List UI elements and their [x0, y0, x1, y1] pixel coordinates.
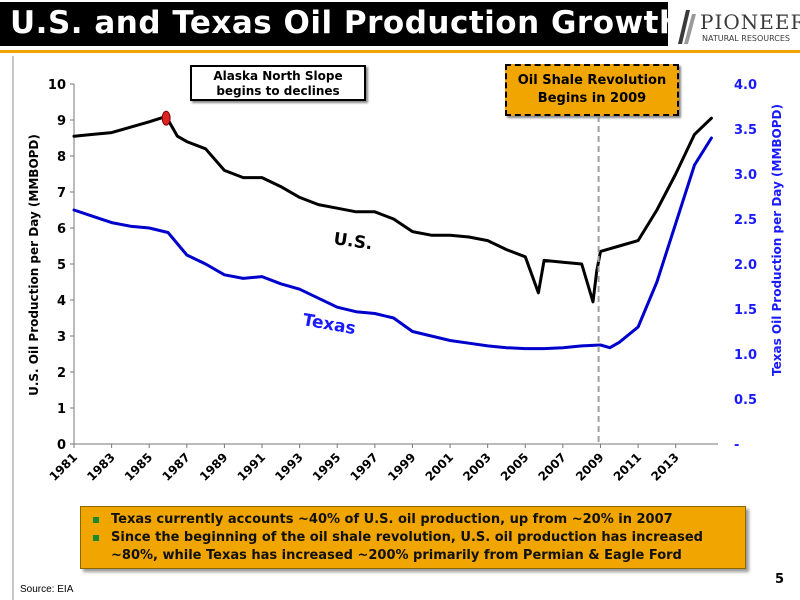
plot-frame — [73, 84, 718, 445]
x-tick-label: 1983 — [84, 450, 118, 484]
x-tick-label: 1993 — [272, 450, 306, 484]
texas-series-line — [72, 136, 713, 351]
alaska-note: Alaska North Slope begins to declines — [190, 65, 366, 101]
y-tick-label: 2 — [57, 366, 66, 381]
x-tick-label: 1989 — [197, 450, 231, 484]
takeaway-bullet: Since the beginning of the oil shale rev… — [93, 529, 737, 565]
x-tick-label: 1997 — [347, 450, 381, 484]
y-right-tick-label: - — [734, 438, 739, 453]
y-right-tick-label: 1.0 — [734, 348, 757, 363]
title-bar: U.S. and Texas Oil Production Growth — [0, 2, 681, 46]
texas-series-label: Texas — [301, 310, 357, 339]
company-logo: PIONEER NATURAL RESOURCES — [676, 4, 800, 48]
y-right-tick-label: 3.5 — [734, 123, 757, 138]
bullet-square-icon — [93, 535, 99, 541]
logo-wordmark: PIONEER — [700, 10, 800, 34]
x-tick-label: 1987 — [159, 450, 193, 484]
x-tick-label: 1981 — [47, 450, 81, 484]
left-axis: 0 1 2 3 4 5 6 7 8 9 10 — [48, 78, 74, 453]
shale-revolution-note: Oil Shale Revolution Begins in 2009 — [505, 64, 679, 116]
header-divider — [0, 50, 800, 53]
x-tick-label: 1995 — [310, 450, 344, 484]
x-tick-label: 1991 — [235, 450, 269, 484]
x-tick-label: 2009 — [573, 450, 607, 484]
right-axis: - 0.5 1.0 1.5 2.0 2.5 3.0 3.5 4.0 — [734, 78, 757, 453]
x-tick-label: 2013 — [648, 450, 682, 484]
y-right-tick-label: 2.0 — [734, 258, 757, 273]
y-tick-label: 7 — [57, 186, 66, 201]
x-tick-label: 2007 — [535, 450, 569, 484]
y-right-tick-label: 1.5 — [734, 303, 757, 318]
takeaway-bullet: Texas currently accounts ~40% of U.S. oi… — [93, 511, 737, 529]
logo-tagline: NATURAL RESOURCES — [702, 34, 791, 43]
takeaway-text: Since the beginning of the oil shale rev… — [111, 530, 703, 563]
y-right-tick-label: 3.0 — [734, 168, 757, 183]
us-series-line — [72, 114, 713, 304]
y-tick-label: 6 — [57, 222, 66, 237]
y-tick-label: 4 — [57, 294, 66, 309]
y-tick-label: 0 — [57, 438, 66, 453]
x-tick-label: 1985 — [122, 450, 156, 484]
takeaway-text: Texas currently accounts ~40% of U.S. oi… — [111, 512, 673, 527]
y-axis-label-left: U.S. Oil Production per Day (MMBOPD) — [27, 134, 41, 396]
y-right-tick-label: 4.0 — [734, 78, 757, 93]
page-number: 5 — [775, 572, 785, 587]
alaska-peak-marker — [161, 110, 171, 126]
us-series-label: U.S. — [332, 229, 373, 254]
y-tick-label: 10 — [48, 78, 66, 93]
y-right-tick-label: 0.5 — [734, 393, 757, 408]
x-tick-label: 2001 — [423, 450, 457, 484]
x-tick-label: 2003 — [460, 450, 494, 484]
y-tick-label: 8 — [57, 150, 66, 165]
y-right-tick-label: 2.5 — [734, 213, 757, 228]
left-rule — [12, 56, 14, 600]
y-tick-label: 3 — [57, 330, 66, 345]
x-axis: 1981 1983 1985 1987 1989 1991 1993 1995 1997 1999… — [47, 444, 682, 484]
x-tick-label: 1999 — [385, 450, 419, 484]
y-tick-label: 5 — [57, 258, 66, 273]
y-axis-label-right: Texas Oil Production per Day (MMBOPD) — [770, 104, 784, 376]
key-takeaways-box: Texas currently accounts ~40% of U.S. oi… — [80, 506, 746, 569]
production-chart: 0 1 2 3 4 5 6 7 8 9 10 - 0.5 1.0 1.5 2.0 2.5 3.0 3.5 4.0 1… — [27, 78, 784, 484]
page-title: U.S. and Texas Oil Production Growth — [10, 5, 682, 41]
chart-marks: U.S. Texas — [72, 110, 713, 444]
y-tick-label: 9 — [57, 114, 66, 129]
x-tick-label: 2005 — [498, 450, 532, 484]
x-tick-label: 2011 — [611, 450, 645, 484]
logo-mark-icon — [678, 10, 696, 44]
bullet-square-icon — [93, 517, 99, 523]
y-tick-label: 1 — [57, 402, 66, 417]
header: U.S. and Texas Oil Production Growth PIO… — [0, 0, 800, 50]
source-note: Source: EIA — [20, 584, 74, 595]
